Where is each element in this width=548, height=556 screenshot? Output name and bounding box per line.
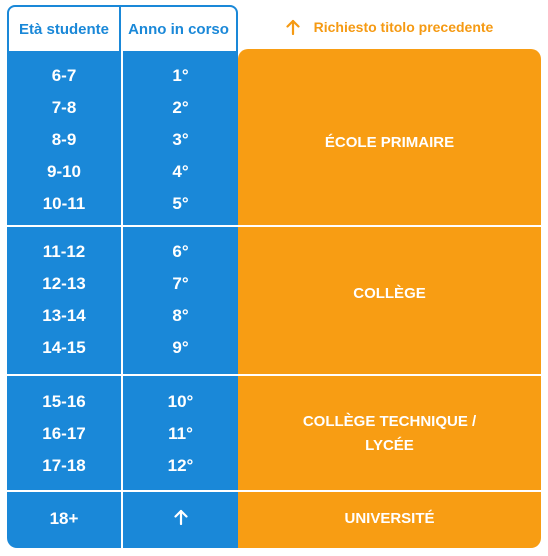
year-cell-arrow (123, 509, 238, 530)
stage-divider-1 (238, 225, 541, 227)
age-cell: 18+ (49, 509, 79, 528)
group-divider-3 (7, 490, 238, 492)
age-cell: 11-12 (42, 242, 86, 261)
year-cell: 1° (172, 66, 189, 85)
group-divider-2 (7, 374, 238, 376)
stage-label-universite: UNIVERSITÉ (344, 510, 435, 527)
age-year-table: 6-7 1° 7-8 2° 8-9 3° 9-10 4° 10-11 5° 11… (7, 51, 238, 548)
year-cell: 2° (172, 98, 189, 117)
year-cell: 12° (167, 456, 194, 475)
age-cell: 13-14 (42, 306, 86, 325)
legend-text: Richiesto titolo precedente (313, 19, 494, 35)
age-cell: 7-8 (51, 98, 77, 117)
year-cell: 8° (172, 306, 189, 325)
stage-divider-3 (238, 490, 541, 492)
stage-label-line: COLLÈGE TECHNIQUE / (302, 413, 477, 430)
stage-label-ecole-primaire: ÉCOLE PRIMAIRE (324, 134, 455, 151)
stage-divider-2 (238, 374, 541, 376)
age-cell: 17-18 (42, 456, 86, 475)
age-cell: 6-7 (51, 66, 77, 85)
year-cell: 10° (167, 392, 194, 411)
group-divider-1 (7, 225, 238, 227)
stage-label-line: LYCÉE (365, 437, 414, 454)
age-cell: 10-11 (42, 194, 86, 213)
stage-label-college: COLLÈGE (353, 285, 426, 302)
age-column-header-label: Età studente (18, 20, 109, 38)
age-cell: 9-10 (46, 162, 82, 181)
year-cell: 5° (172, 194, 189, 213)
arrow-up-icon (286, 19, 300, 35)
year-cell: 9° (172, 338, 189, 357)
age-column-header: Età studente (7, 5, 121, 53)
year-cell: 6° (172, 242, 189, 261)
school-stage-panel: ÉCOLE PRIMAIRE COLLÈGE COLLÈGE TECHNIQUE… (238, 49, 541, 548)
age-cell: 16-17 (42, 424, 86, 443)
column-divider (121, 51, 123, 548)
year-cell: 11° (168, 424, 193, 443)
arrow-up-icon (173, 509, 188, 530)
legend: Richiesto titolo precedente (238, 5, 541, 49)
year-cell: 4° (172, 162, 189, 181)
year-column-header-label: Anno in corso (128, 20, 229, 38)
stage-label-college-technique: COLLÈGE TECHNIQUE / LYCÉE (238, 410, 541, 458)
age-cell: 14-15 (42, 338, 86, 357)
age-cell: 8-9 (51, 130, 77, 149)
age-cell: 15-16 (42, 392, 86, 411)
year-cell: 3° (172, 130, 189, 149)
year-column-header: Anno in corso (121, 5, 238, 53)
year-cell: 7° (172, 274, 189, 293)
age-cell: 12-13 (42, 274, 86, 293)
